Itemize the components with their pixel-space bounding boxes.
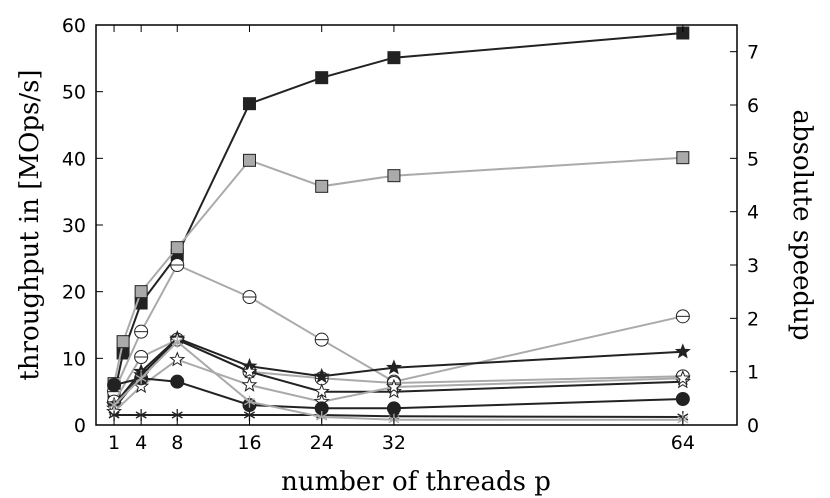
data-point xyxy=(170,258,185,272)
x-tick-label: 1 xyxy=(108,432,120,454)
y-tick-label: 60 xyxy=(62,15,86,37)
data-point xyxy=(170,374,185,389)
data-point-stroke xyxy=(316,413,328,421)
data-point xyxy=(315,71,329,85)
data-point xyxy=(134,350,149,364)
data-point xyxy=(170,241,184,255)
plot-marks xyxy=(106,26,691,426)
tick-marks xyxy=(96,24,737,426)
x-tick-label: 32 xyxy=(382,432,406,454)
data-point xyxy=(241,376,258,392)
data-point xyxy=(107,378,122,392)
data-point xyxy=(242,153,256,167)
y-axis-label: throughput in [MOps/s] xyxy=(15,69,45,380)
y-tick-label: 20 xyxy=(62,282,86,304)
data-point xyxy=(135,372,147,385)
y-tick-labels: 0 10 20 30 40 50 60 xyxy=(62,15,86,437)
data-point xyxy=(675,309,690,324)
series-line xyxy=(113,337,683,406)
x-tick-label: 4 xyxy=(135,432,147,454)
x-axis-label: number of threads p xyxy=(281,467,551,497)
data-point xyxy=(385,378,402,394)
data-point-stroke xyxy=(135,411,147,419)
y-right-tick-label: 5 xyxy=(747,148,759,170)
x-tick-label: 24 xyxy=(310,432,334,454)
data-point-stroke xyxy=(108,401,120,409)
series-5 xyxy=(106,329,691,412)
data-point xyxy=(242,97,256,111)
data-point-stroke xyxy=(243,398,256,406)
data-point xyxy=(675,392,690,406)
data-point xyxy=(387,169,401,183)
data-point-stroke xyxy=(171,338,183,346)
x-tick-label: 16 xyxy=(237,432,261,454)
data-point-stroke xyxy=(108,411,120,419)
series-line xyxy=(113,32,683,396)
data-point xyxy=(241,363,258,379)
data-point xyxy=(315,179,329,193)
data-point xyxy=(676,151,690,165)
data-point-stroke xyxy=(171,411,183,419)
y-right-tick-label: 0 xyxy=(747,415,759,437)
series-7 xyxy=(106,351,691,419)
data-point xyxy=(674,369,691,386)
data-point xyxy=(385,359,402,375)
y-right-tick-label: 4 xyxy=(747,202,759,224)
data-point xyxy=(387,51,401,65)
y-right-axis-label: absolute speedup xyxy=(787,109,817,340)
data-point xyxy=(674,343,691,359)
y-tick-label: 0 xyxy=(74,415,86,437)
data-point xyxy=(134,285,148,299)
data-point xyxy=(116,335,130,349)
y-right-tick-label: 3 xyxy=(747,255,759,277)
series-line xyxy=(113,263,684,393)
y-tick-label: 40 xyxy=(62,148,86,170)
data-point xyxy=(313,367,330,384)
data-point-stroke xyxy=(135,374,147,382)
x-tick-label: 8 xyxy=(171,432,183,454)
y-right-tick-label: 6 xyxy=(747,95,759,117)
y-right-tick-labels: 0 1 2 3 4 5 6 7 xyxy=(747,42,759,437)
data-point xyxy=(242,290,257,304)
data-point-stroke xyxy=(243,411,256,419)
data-point xyxy=(385,383,402,399)
data-point xyxy=(108,399,120,411)
data-point xyxy=(243,395,256,408)
data-point xyxy=(314,332,329,347)
y-tick-label: 30 xyxy=(62,215,86,237)
x-tick-labels: 1 4 8 16 24 32 64 xyxy=(108,432,695,454)
x-tick-label: 64 xyxy=(671,432,695,454)
data-point xyxy=(134,324,149,339)
y-right-tick-label: 1 xyxy=(747,362,759,384)
y-tick-label: 10 xyxy=(62,348,86,370)
y-tick-label: 50 xyxy=(62,82,86,104)
data-point xyxy=(169,351,186,367)
series-line xyxy=(113,156,683,384)
y-right-tick-label: 7 xyxy=(747,42,759,64)
series-2 xyxy=(107,151,690,391)
y-right-tick-label: 2 xyxy=(747,308,759,330)
data-point xyxy=(171,335,183,348)
